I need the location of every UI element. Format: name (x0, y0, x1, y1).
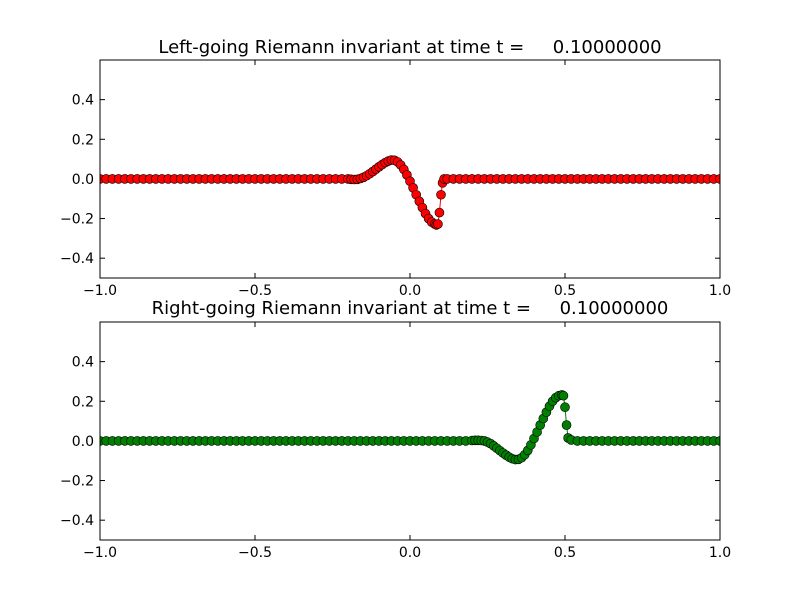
bottom-series-group (100, 390, 720, 465)
top-panel: Left-going Riemann invariant at time t =… (60, 37, 731, 299)
top-y-tick-label: 0.4 (72, 93, 94, 109)
bottom-tick-group: −1.0 −0.5 0.0 0.5 1.0 −0.4 −0.2 0.0 0.2 0.4 (60, 322, 731, 561)
bottom-x-tick-label: 0.5 (554, 545, 576, 561)
top-y-tick-label: 0.2 (72, 132, 94, 148)
top-series-group (100, 155, 720, 230)
top-data-point (434, 207, 445, 218)
bottom-data-point (558, 390, 569, 401)
bottom-y-tick-label: 0.2 (72, 394, 94, 410)
top-tick-group: −1.0 −0.5 0.0 0.5 1.0 −0.4 −0.2 0.0 0.2 0.4 (60, 60, 731, 299)
top-x-tick-label: 1.0 (709, 283, 731, 299)
bottom-x-tick-label: 1.0 (709, 545, 731, 561)
bottom-x-tick-label: 0.0 (399, 545, 421, 561)
bottom-y-tick-label: −0.4 (60, 513, 94, 529)
bottom-data-point (715, 436, 720, 446)
top-x-tick-label: −1.0 (83, 283, 117, 299)
top-x-tick-label: 0.5 (554, 283, 576, 299)
top-data-point (433, 219, 443, 229)
bottom-y-tick-label: −0.2 (60, 474, 94, 490)
bottom-chart-title: Right-going Riemann invariant at time t … (152, 298, 669, 319)
bottom-data-point (561, 420, 572, 430)
bottom-y-tick-label: 0.4 (72, 355, 94, 371)
top-x-tick-label: −0.5 (238, 283, 272, 299)
top-data-point (715, 174, 720, 184)
bottom-axes-frame (99, 321, 721, 541)
top-y-tick-label: −0.4 (60, 251, 94, 267)
bottom-x-tick-label: −0.5 (238, 545, 272, 561)
top-chart-title: Left-going Riemann invariant at time t =… (158, 37, 661, 58)
top-axes-frame (99, 59, 721, 279)
bottom-panel: Right-going Riemann invariant at time t … (60, 298, 731, 561)
bottom-data-point (560, 402, 570, 413)
bottom-x-tick-label: −1.0 (83, 545, 117, 561)
bottom-y-tick-label: 0.0 (72, 434, 94, 450)
top-x-tick-label: 0.0 (399, 283, 421, 299)
top-data-point (436, 189, 446, 200)
top-y-tick-label: −0.2 (60, 212, 94, 228)
top-y-tick-label: 0.0 (72, 172, 94, 188)
